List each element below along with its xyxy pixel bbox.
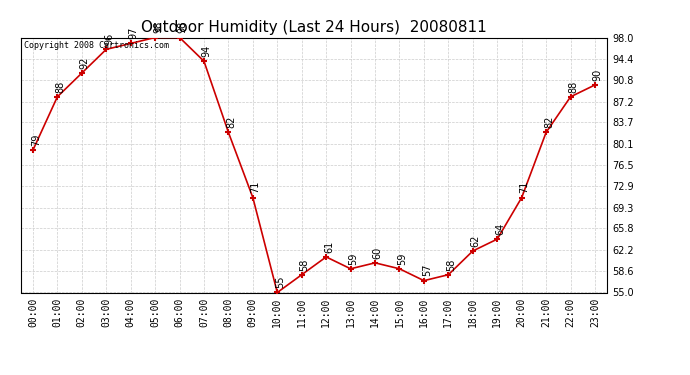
Text: 71: 71 — [250, 181, 261, 194]
Title: Outdoor Humidity (Last 24 Hours)  20080811: Outdoor Humidity (Last 24 Hours) 2008081… — [141, 20, 487, 35]
Text: 82: 82 — [544, 116, 554, 128]
Text: 64: 64 — [495, 223, 505, 235]
Text: 58: 58 — [299, 258, 310, 270]
Text: 61: 61 — [324, 240, 334, 253]
Text: Copyright 2008 Cartronics.com: Copyright 2008 Cartronics.com — [23, 41, 168, 50]
Text: 59: 59 — [397, 252, 407, 265]
Text: 92: 92 — [79, 57, 90, 69]
Text: 60: 60 — [373, 246, 383, 259]
Text: 62: 62 — [471, 234, 480, 247]
Text: 97: 97 — [128, 27, 139, 39]
Text: 79: 79 — [30, 134, 41, 146]
Text: 88: 88 — [569, 80, 578, 93]
Text: 98: 98 — [153, 21, 163, 33]
Text: 90: 90 — [593, 69, 603, 81]
Text: 94: 94 — [201, 45, 212, 57]
Text: 55: 55 — [275, 276, 285, 288]
Text: 59: 59 — [348, 252, 358, 265]
Text: 57: 57 — [422, 264, 432, 276]
Text: 82: 82 — [226, 116, 236, 128]
Text: 58: 58 — [446, 258, 456, 270]
Text: 71: 71 — [520, 181, 529, 194]
Text: 98: 98 — [177, 21, 187, 33]
Text: 88: 88 — [55, 80, 65, 93]
Text: 96: 96 — [104, 33, 114, 45]
